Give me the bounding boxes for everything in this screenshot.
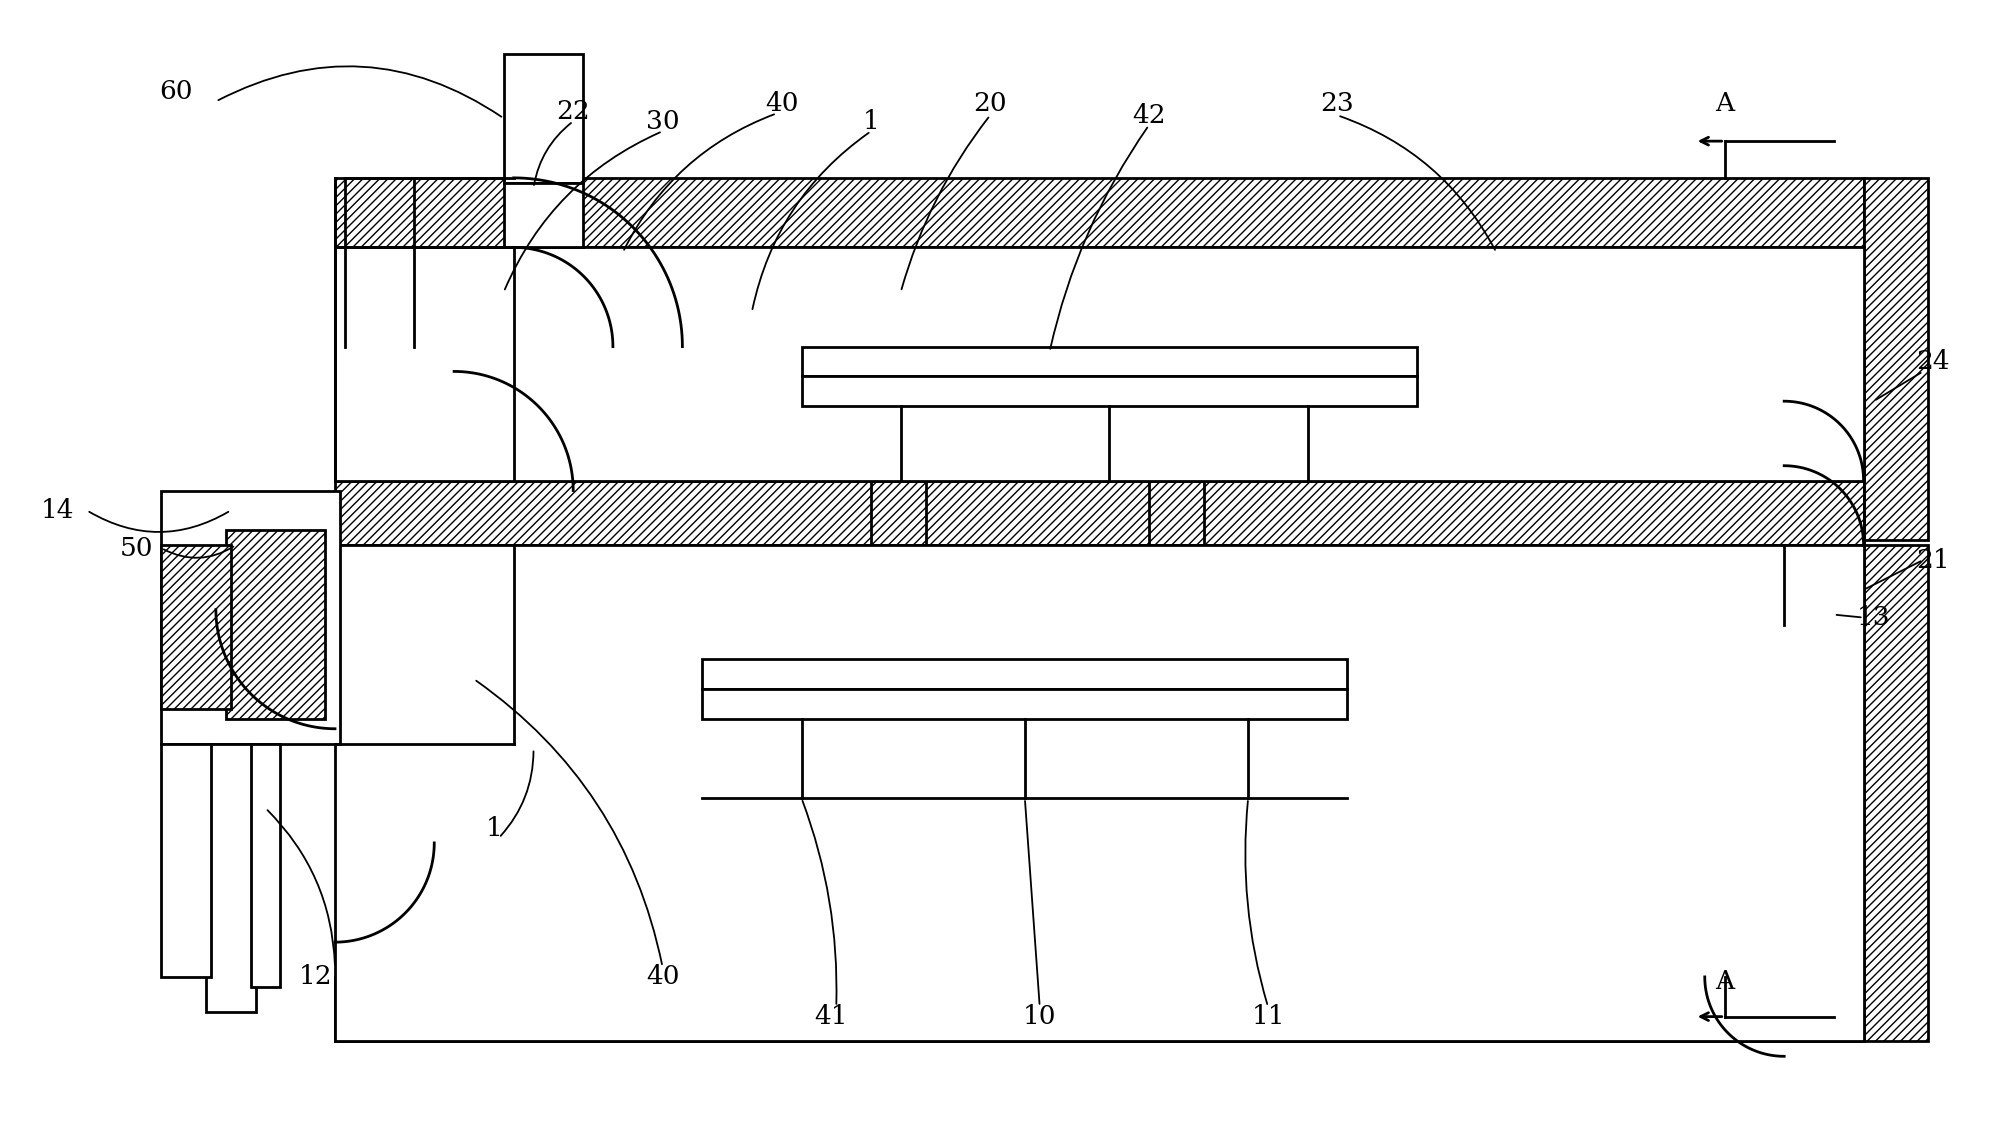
Bar	[335, 178, 1863, 247]
Bar	[1863, 545, 1927, 1042]
Text: 40: 40	[646, 964, 680, 989]
Bar	[160, 490, 339, 744]
Text: 40: 40	[764, 91, 798, 116]
Text: 41: 41	[814, 1004, 848, 1030]
Bar	[227, 531, 325, 719]
Bar	[335, 545, 1863, 1042]
Text: 20: 20	[972, 91, 1007, 116]
Bar	[207, 744, 255, 1012]
Bar	[503, 183, 583, 247]
Text: 11: 11	[1251, 1004, 1283, 1030]
Text: 50: 50	[120, 536, 152, 561]
Bar	[702, 689, 1347, 719]
Bar	[1149, 481, 1203, 545]
Text: 22: 22	[555, 99, 589, 124]
Bar	[802, 346, 1416, 377]
Bar	[160, 744, 211, 977]
Text: 30: 30	[646, 109, 680, 134]
Text: 10: 10	[1023, 1004, 1057, 1030]
Text: 13: 13	[1857, 605, 1889, 631]
Bar	[335, 481, 1863, 545]
Bar	[802, 377, 1416, 406]
Bar	[503, 54, 583, 183]
Text: 1: 1	[862, 109, 878, 134]
Text: A: A	[1714, 969, 1732, 995]
Bar	[251, 744, 281, 987]
Text: 60: 60	[158, 79, 192, 105]
Bar	[425, 247, 513, 465]
Bar	[425, 545, 513, 744]
Text: A: A	[1714, 91, 1732, 116]
Text: 23: 23	[1319, 91, 1353, 116]
Bar	[1863, 178, 1927, 541]
Text: 24: 24	[1915, 348, 1949, 374]
Bar	[702, 660, 1347, 689]
Text: 21: 21	[1915, 547, 1949, 572]
Bar	[335, 247, 1863, 481]
Text: 14: 14	[40, 498, 74, 523]
Text: 42: 42	[1131, 102, 1165, 128]
Bar	[160, 545, 231, 709]
Text: 12: 12	[299, 964, 331, 989]
Bar	[335, 977, 1863, 1042]
Bar	[870, 481, 924, 545]
Text: 1: 1	[485, 816, 501, 841]
